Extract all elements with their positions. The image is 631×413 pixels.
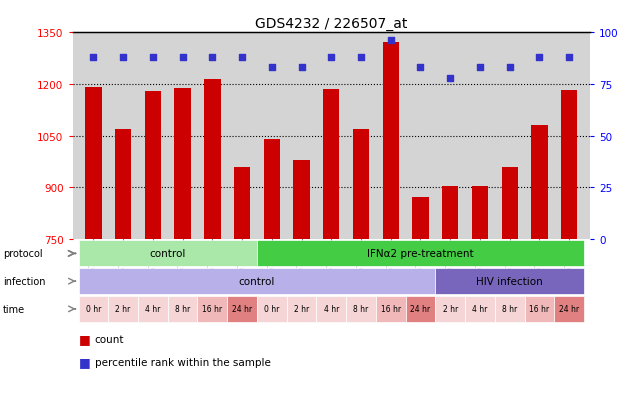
Text: control: control	[150, 249, 186, 259]
Text: 24 hr: 24 hr	[232, 305, 252, 313]
Bar	[293, 160, 310, 240]
Text: percentile rank within the sample: percentile rank within the sample	[95, 357, 271, 367]
Text: IFNα2 pre-treatment: IFNα2 pre-treatment	[367, 249, 474, 259]
Text: ■: ■	[79, 332, 91, 346]
Bar	[174, 89, 191, 240]
Text: 2 hr: 2 hr	[115, 305, 131, 313]
Bar	[472, 186, 488, 240]
Point	[564, 55, 574, 61]
Point	[148, 55, 158, 61]
Text: 16 hr: 16 hr	[203, 305, 222, 313]
Text: control: control	[239, 276, 275, 287]
Point	[415, 65, 425, 71]
Bar	[412, 197, 428, 240]
Point	[177, 55, 187, 61]
Bar	[502, 167, 518, 240]
Text: 8 hr: 8 hr	[175, 305, 190, 313]
Bar	[435, 296, 465, 322]
Text: 4 hr: 4 hr	[145, 305, 160, 313]
Bar	[554, 296, 584, 322]
Text: 2 hr: 2 hr	[442, 305, 458, 313]
Bar	[257, 296, 286, 322]
Bar	[115, 130, 131, 240]
Bar	[323, 90, 339, 240]
Bar	[353, 130, 369, 240]
Point	[207, 55, 217, 61]
Point	[475, 65, 485, 71]
Text: 8 hr: 8 hr	[502, 305, 517, 313]
Text: 4 hr: 4 hr	[472, 305, 488, 313]
Point	[534, 55, 545, 61]
Bar	[286, 296, 316, 322]
Bar	[316, 296, 346, 322]
Point	[445, 75, 456, 82]
Bar	[78, 296, 109, 322]
Point	[505, 65, 515, 71]
Point	[297, 65, 307, 71]
Text: count: count	[95, 334, 124, 344]
Bar	[382, 43, 399, 240]
Text: infection: infection	[3, 276, 45, 287]
Bar	[109, 296, 138, 322]
Point	[267, 65, 277, 71]
Text: 24 hr: 24 hr	[410, 305, 430, 313]
Bar	[435, 268, 584, 294]
Point	[88, 55, 98, 61]
Bar	[376, 296, 406, 322]
Bar	[406, 296, 435, 322]
Bar	[168, 296, 198, 322]
Text: ■: ■	[79, 355, 91, 368]
Bar	[138, 296, 168, 322]
Bar	[346, 296, 376, 322]
Bar	[144, 92, 161, 240]
Text: protocol: protocol	[3, 249, 43, 259]
Text: 8 hr: 8 hr	[353, 305, 369, 313]
Bar	[78, 241, 257, 267]
Point	[326, 55, 336, 61]
Bar	[198, 296, 227, 322]
Text: 4 hr: 4 hr	[324, 305, 339, 313]
Bar	[227, 296, 257, 322]
Text: 0 hr: 0 hr	[86, 305, 101, 313]
Bar	[495, 296, 524, 322]
Bar	[561, 90, 577, 240]
Text: 24 hr: 24 hr	[559, 305, 579, 313]
Bar	[442, 186, 458, 240]
Bar	[264, 140, 280, 240]
Bar	[257, 241, 584, 267]
Text: 16 hr: 16 hr	[529, 305, 550, 313]
Text: 0 hr: 0 hr	[264, 305, 280, 313]
Point	[237, 55, 247, 61]
Text: 16 hr: 16 hr	[380, 305, 401, 313]
Bar	[78, 268, 435, 294]
Bar	[204, 79, 220, 240]
Bar	[531, 125, 548, 240]
Title: GDS4232 / 226507_at: GDS4232 / 226507_at	[255, 17, 408, 31]
Point	[118, 55, 128, 61]
Text: 2 hr: 2 hr	[294, 305, 309, 313]
Bar	[85, 88, 102, 240]
Text: HIV infection: HIV infection	[476, 276, 543, 287]
Point	[356, 55, 366, 61]
Text: time: time	[3, 304, 25, 314]
Bar	[524, 296, 554, 322]
Bar	[234, 167, 251, 240]
Bar	[465, 296, 495, 322]
Point	[386, 38, 396, 45]
